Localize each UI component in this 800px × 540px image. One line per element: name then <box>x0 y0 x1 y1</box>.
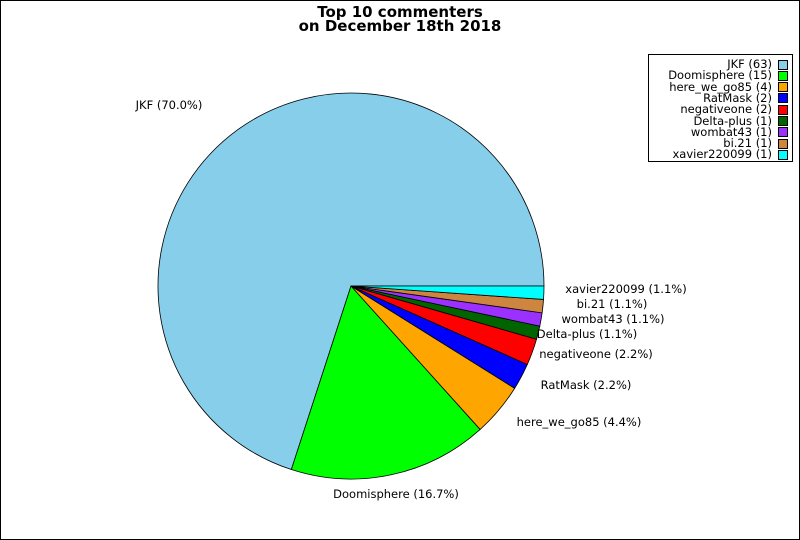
pie-slice-jkf <box>157 92 545 471</box>
legend-label: xavier220099 (1) <box>672 147 772 162</box>
legend-swatch <box>778 149 788 160</box>
legend-label: Delta-plus (1) <box>693 113 772 128</box>
legend-label: Doomisphere (15) <box>668 68 772 83</box>
slice-label-jkf: JKF (70.0%) <box>135 98 203 112</box>
legend-item-doomisphere: Doomisphere (15) <box>668 70 788 81</box>
legend-swatch <box>778 127 788 138</box>
legend-swatch <box>778 82 788 93</box>
legend-label: JKF (63) <box>727 57 772 71</box>
legend-item-here-we-go85: here_we_go85 (4) <box>669 79 788 94</box>
legend-swatch <box>778 93 788 104</box>
legend-item-ratmask: RatMask (2) <box>703 90 788 105</box>
slice-label-bi-21: bi.21 (1.1%) <box>577 297 648 311</box>
legend-swatch <box>778 138 788 149</box>
legend-item-negativeone: negativeone (2) <box>680 102 788 117</box>
legend-label: RatMask (2) <box>703 90 772 105</box>
slice-label-ratmask: RatMask (2.2%) <box>541 378 632 392</box>
pie-slice-doomisphere <box>290 285 481 480</box>
slice-label-doomisphere: Doomisphere (16.7%) <box>333 487 459 501</box>
slice-label-delta-plus: Delta-plus (1.1%) <box>537 327 637 341</box>
legend-swatch <box>778 59 788 70</box>
legend-label: wombat43 (1) <box>690 124 772 139</box>
pie-slice-xavier220099 <box>350 285 545 300</box>
slice-label-wombat43: wombat43 (1.1%) <box>562 312 665 326</box>
chart-legend: JKF (63) Doomisphere (15) here_we_go85 (4)… <box>648 54 793 162</box>
legend-label: bi.21 (1) <box>723 136 772 151</box>
legend-swatch <box>778 70 788 81</box>
legend-label: negativeone (2) <box>680 102 772 117</box>
legend-item-delta-plus: Delta-plus (1) <box>693 113 788 128</box>
legend-item-bi-21: bi.21 (1) <box>723 136 788 151</box>
chart-subtitle: on December 18th 2018 <box>298 17 502 35</box>
legend-item-jkf: JKF (63) <box>727 57 788 71</box>
slice-label-negativeone: negativeone (2.2%) <box>539 347 653 361</box>
slice-label-xavier220099: xavier220099 (1.1%) <box>565 282 686 296</box>
legend-swatch <box>778 116 788 126</box>
legend-item-wombat43: wombat43 (1) <box>690 124 788 139</box>
legend-label: here_we_go85 (4) <box>669 79 772 94</box>
legend-item-xavier220099: xavier220099 (1) <box>672 149 788 160</box>
slice-label-here-we-go85: here_we_go85 (4.4%) <box>517 415 642 429</box>
legend-swatch <box>778 104 788 115</box>
chart-title: Top 10 commenters <box>317 3 483 21</box>
